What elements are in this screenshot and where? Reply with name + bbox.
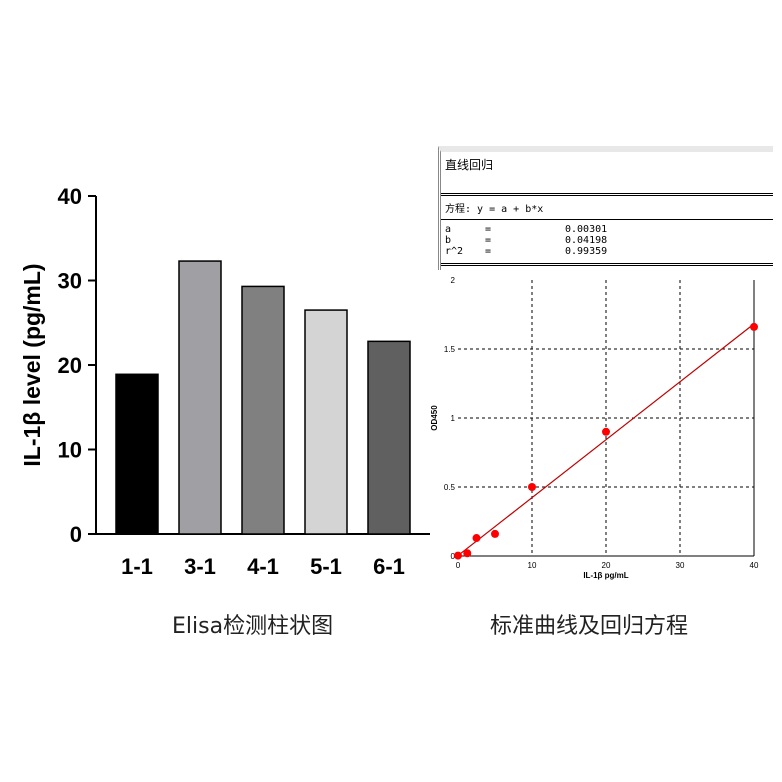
param-row: r^2 = 0.99359 [445, 246, 769, 257]
param-value: 0.99359 [565, 246, 608, 257]
y-tick-label: 2 [451, 276, 456, 285]
bar [178, 260, 222, 535]
x-tick-label: 0 [456, 561, 461, 570]
x-tick-label: 5-1 [310, 554, 342, 579]
x-tick-label: 30 [676, 561, 685, 570]
x-tick-label: 6-1 [373, 554, 405, 579]
y-tick-label: 0 [451, 552, 456, 561]
data-point [491, 529, 499, 538]
param-value: 0.00301 [565, 224, 608, 235]
data-point [463, 549, 472, 558]
y-tick-label: 0.5 [444, 483, 456, 492]
y-tick-label: 1 [451, 414, 456, 423]
fit-line [457, 323, 755, 557]
param-eq: = [485, 224, 492, 235]
bar-chart-caption: Elisa检测柱状图 [172, 614, 334, 639]
x-tick-label: 20 [602, 561, 611, 570]
param-eq: = [485, 235, 492, 246]
param-name: r^2 [445, 246, 464, 257]
data-point [750, 322, 758, 331]
data-point [472, 534, 481, 543]
param-name: b [445, 235, 452, 246]
y-tick-label: 30 [58, 269, 82, 294]
y-tick-label: 20 [58, 353, 82, 378]
param-value: 0.04198 [565, 235, 608, 246]
y-axis-label: IL-1β level (pg/mL) [19, 263, 45, 466]
x-tick-label: 10 [528, 561, 537, 570]
regression-panel: 直线回归 方程: y = a + b*x a = 0.00301 b = 0.04198 r… [438, 146, 773, 270]
bar [367, 340, 411, 535]
bar [241, 285, 285, 535]
data-point [602, 427, 610, 436]
panel-title: 直线回归 [445, 158, 494, 172]
param-name: a [445, 224, 452, 235]
x-tick-label: 1-1 [121, 554, 153, 579]
x-tick-label: 4-1 [247, 554, 279, 579]
param-row: a = 0.00301 [445, 224, 769, 235]
param-eq: = [485, 246, 492, 257]
y-tick-label: 40 [58, 184, 82, 209]
x-tick-label: 3-1 [184, 554, 216, 579]
param-row: b = 0.04198 [445, 235, 769, 246]
y-axis-label: OD450 [430, 405, 439, 431]
panel-equation: 方程: y = a + b*x [441, 193, 773, 220]
curve-caption: 标准曲线及回归方程 [490, 614, 689, 639]
data-point [454, 551, 462, 560]
y-tick-label: 10 [58, 438, 82, 463]
data-point [528, 483, 536, 491]
bar [115, 373, 159, 535]
x-axis-label: IL-1β pg/mL [583, 571, 628, 580]
y-tick-label: 0 [70, 522, 82, 547]
y-tick-label: 1.5 [444, 345, 456, 354]
bar [304, 309, 348, 535]
x-tick-label: 40 [750, 561, 759, 570]
